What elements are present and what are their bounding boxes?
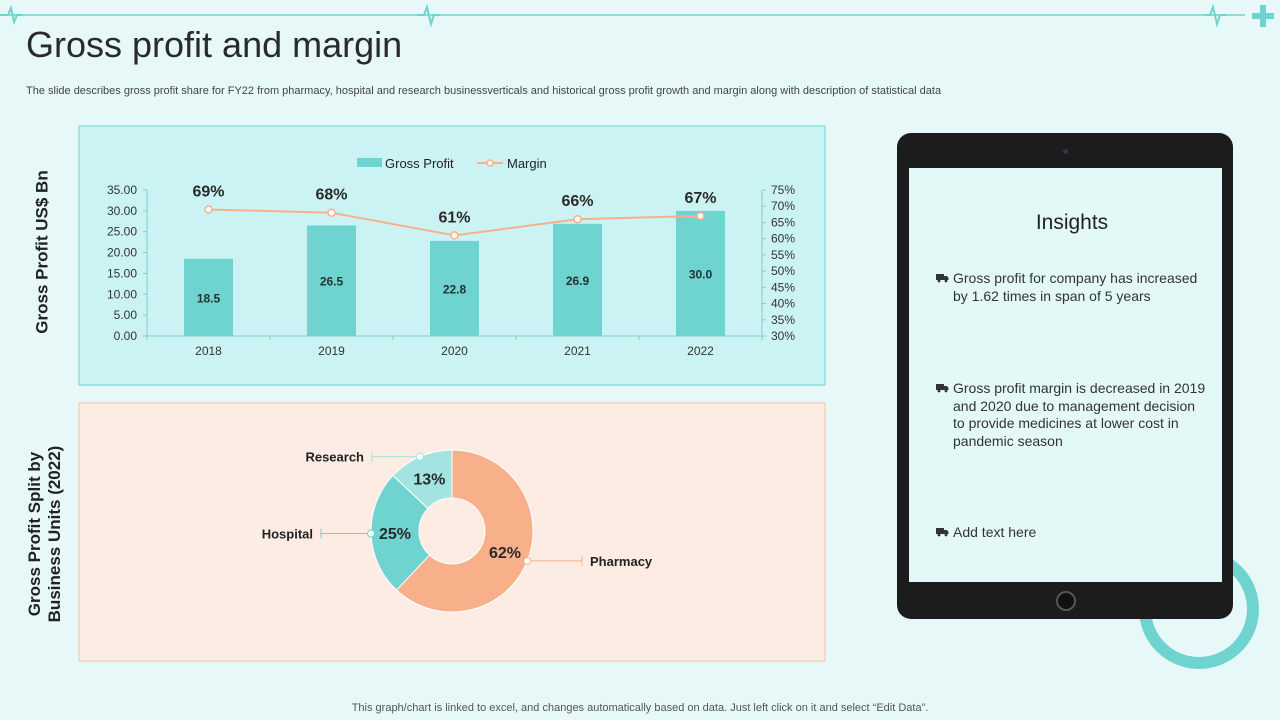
- legend-marker-margin: [486, 159, 494, 167]
- pie-category-label: Hospital: [262, 527, 313, 542]
- bar[interactable]: [676, 210, 725, 336]
- tablet-home-button[interactable]: [1056, 591, 1076, 611]
- margin-value-label: 68%: [315, 187, 347, 204]
- y2-tick-label: 55%: [771, 248, 795, 262]
- insight-text: Gross profit for company has increased b…: [953, 270, 1198, 304]
- y2-tick-label: 30%: [771, 329, 795, 343]
- y2-tick-label: 60%: [771, 232, 795, 246]
- pie-slice[interactable]: [370, 474, 431, 591]
- legend-label-margin: Margin: [507, 156, 547, 171]
- pie-value-label: 13%: [413, 472, 445, 489]
- pie-value-label: 62%: [489, 545, 521, 562]
- header-decoration: [0, 3, 1274, 28]
- bar-value-label: 18.5: [197, 291, 221, 305]
- pie-callout-dot: [367, 529, 376, 538]
- insight-item[interactable]: Add text here: [935, 524, 1210, 542]
- truck-icon: [936, 274, 949, 283]
- bar[interactable]: [553, 223, 602, 336]
- y2-tick-label: 65%: [771, 215, 795, 229]
- pie-category-label: Research: [305, 450, 364, 465]
- bar-value-label: 22.8: [443, 282, 467, 296]
- x-tick-label: 2019: [318, 344, 345, 358]
- x-tick-label: 2022: [687, 344, 714, 358]
- insight-item[interactable]: Gross profit margin is decreased in 2019…: [935, 380, 1210, 450]
- bar[interactable]: [184, 258, 233, 336]
- heartbeat-icon: [0, 4, 22, 26]
- insights-title: Insights: [1035, 211, 1109, 234]
- bar[interactable]: [430, 240, 479, 336]
- bar[interactable]: [307, 225, 356, 336]
- y2-tick-label: 50%: [771, 264, 795, 278]
- y-tick-label: 5.00: [114, 308, 138, 322]
- y2-tick-label: 35%: [771, 313, 795, 327]
- heartbeat-icon: [1205, 3, 1226, 28]
- truck-icon: [936, 384, 949, 393]
- bar-chart: 0.00 5.00 10.00 15.00 20.00 25.00 30.00 35.00 30…: [107, 156, 795, 358]
- margin-value-label: 61%: [438, 209, 470, 226]
- pie-callout-dot: [415, 452, 424, 461]
- plus-icon: [1252, 5, 1274, 27]
- bar-value-label: 26.5: [320, 275, 344, 289]
- margin-point[interactable]: [573, 214, 582, 224]
- y2-tick-label: 70%: [771, 199, 795, 213]
- margin-value-label: 69%: [192, 183, 224, 200]
- x-tick-label: 2021: [564, 344, 591, 358]
- y2-tick-label: 40%: [771, 297, 795, 311]
- y-tick-label: 20.00: [107, 246, 137, 260]
- footer-note: This graph/chart is linked to excel, and…: [351, 702, 929, 714]
- y-tick-label: 0.00: [114, 329, 138, 343]
- page-title: Gross profit and margin: [26, 24, 403, 65]
- pie-slice[interactable]: [392, 449, 453, 510]
- page-subtitle: The slide describes gross profit share f…: [26, 85, 942, 97]
- x-tick-label: 2018: [195, 344, 222, 358]
- pie-slice[interactable]: [395, 449, 534, 613]
- legend-swatch-gross-profit: [357, 158, 382, 167]
- tablet-screen: [909, 168, 1222, 582]
- truck-icon: [936, 528, 949, 537]
- bar-value-label: 26.9: [566, 274, 590, 288]
- margin-value-label: 67%: [684, 190, 716, 207]
- margin-value-label: 66%: [561, 193, 593, 210]
- insight-text: Add text here: [953, 524, 1037, 540]
- margin-point[interactable]: [327, 208, 336, 217]
- y-tick-label: 30.00: [107, 204, 137, 218]
- chart-legend: Gross Profit Margin: [357, 156, 547, 171]
- insight-text: Gross profit margin is decreased in 2019…: [953, 380, 1206, 449]
- y-tick-label: 15.00: [107, 266, 137, 280]
- pie-value-label: 25%: [379, 526, 411, 543]
- y-tick-label: 10.00: [107, 287, 137, 301]
- y-tick-label: 35.00: [107, 183, 137, 197]
- pie-chart-panel: [78, 402, 826, 662]
- y2-tick-label: 45%: [771, 280, 795, 294]
- y2-tick-label: 75%: [771, 183, 795, 197]
- pie-chart: 62% Pharmacy 25% Hospital 13% Research: [262, 449, 653, 613]
- pie-category-label: Pharmacy: [590, 554, 653, 569]
- margin-point[interactable]: [204, 205, 213, 214]
- margin-point[interactable]: [450, 231, 459, 240]
- legend-label-gross-profit: Gross Profit: [385, 156, 454, 171]
- bar-value-label: 30.0: [689, 267, 713, 281]
- tablet-camera: [1063, 149, 1068, 154]
- x-tick-label: 2020: [441, 344, 468, 358]
- y-tick-label: 25.00: [107, 225, 137, 239]
- insight-item[interactable]: Gross profit for company has increased b…: [935, 270, 1210, 305]
- heartbeat-icon: [418, 3, 440, 28]
- margin-point[interactable]: [696, 211, 705, 221]
- pie-callout-dot: [523, 556, 532, 565]
